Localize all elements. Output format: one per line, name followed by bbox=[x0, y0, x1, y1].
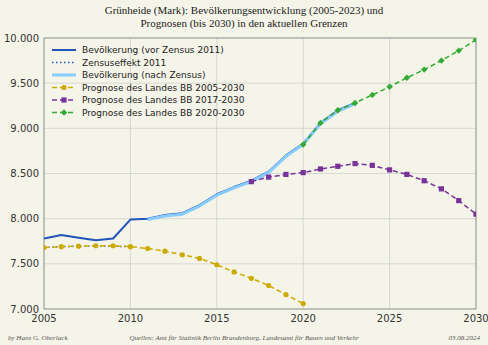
series-marker bbox=[283, 292, 288, 297]
legend-marker bbox=[61, 109, 67, 115]
series-marker bbox=[473, 212, 476, 217]
x-tick-label: 2010 bbox=[118, 313, 143, 324]
series-marker bbox=[404, 172, 409, 177]
y-tick-label: 8.000 bbox=[10, 213, 39, 224]
series-marker bbox=[473, 38, 476, 43]
series-marker bbox=[128, 244, 133, 249]
legend-swatch bbox=[52, 62, 76, 64]
series-marker bbox=[369, 92, 375, 98]
y-tick-label: 8.500 bbox=[10, 168, 39, 179]
y-grid-line bbox=[44, 263, 476, 264]
title: Grünheide (Mark): Bevölkerungsentwicklun… bbox=[105, 4, 384, 30]
series-marker bbox=[422, 178, 427, 183]
legend-label: Prognose des Landes BB 2005-2030 bbox=[82, 83, 245, 93]
x-tick-label: 2015 bbox=[204, 313, 229, 324]
series-marker bbox=[317, 120, 323, 126]
background bbox=[0, 0, 488, 345]
series-marker bbox=[197, 256, 202, 261]
x-grid-line bbox=[389, 38, 390, 309]
y-tick-label: 9.500 bbox=[10, 78, 39, 89]
series-marker bbox=[352, 100, 358, 106]
title-line: Prognosen (bis 2030) in den aktuellen Gr… bbox=[140, 17, 348, 30]
series-marker bbox=[387, 167, 392, 172]
footer-note: Quellen: Amt für Statistik Berlin Brande… bbox=[129, 334, 359, 342]
series-marker bbox=[162, 249, 167, 254]
legend-label: Zensuseffekt 2011 bbox=[82, 58, 166, 68]
y-grid-line bbox=[44, 128, 476, 129]
series-marker bbox=[266, 283, 271, 288]
x-tick-label: 2005 bbox=[31, 313, 56, 324]
x-tick-label: 2030 bbox=[463, 313, 488, 324]
series-marker bbox=[386, 84, 392, 90]
series-line bbox=[148, 104, 355, 220]
series-marker bbox=[439, 186, 444, 191]
title-line: Grünheide (Mark): Bevölkerungsentwicklun… bbox=[105, 4, 384, 17]
series-marker bbox=[438, 57, 444, 63]
legend-label: Bevölkerung (nach Zensus) bbox=[82, 70, 205, 80]
x-grid-line bbox=[216, 38, 217, 309]
series-marker bbox=[180, 252, 185, 257]
series-marker bbox=[59, 244, 64, 249]
legend-swatch bbox=[52, 49, 76, 51]
series-marker bbox=[352, 161, 357, 166]
x-tick-label: 2025 bbox=[377, 313, 402, 324]
data-area bbox=[44, 38, 476, 306]
legend-label: Prognose des Landes BB 2020-2030 bbox=[82, 108, 245, 118]
legend-label: Bevölkerung (vor Zensus 2011) bbox=[82, 45, 224, 55]
series-marker bbox=[145, 246, 150, 251]
legend-marker bbox=[61, 85, 66, 90]
series-marker bbox=[370, 163, 375, 168]
series-marker bbox=[335, 107, 341, 113]
series-marker bbox=[456, 198, 461, 203]
series-marker bbox=[266, 175, 271, 180]
series-marker bbox=[231, 269, 236, 274]
chart: Grünheide (Mark): Bevölkerungsentwicklun… bbox=[0, 0, 488, 345]
legend-marker bbox=[61, 97, 66, 102]
series-marker bbox=[421, 66, 427, 72]
y-grid-line bbox=[44, 218, 476, 219]
series-marker bbox=[76, 244, 81, 249]
series-marker bbox=[249, 179, 254, 184]
series-marker bbox=[214, 262, 219, 267]
y-tick-label: 9.000 bbox=[10, 123, 39, 134]
series-marker bbox=[249, 276, 254, 281]
series-marker bbox=[93, 243, 98, 248]
series-marker bbox=[283, 172, 288, 177]
series-marker bbox=[300, 141, 306, 147]
plot-frame bbox=[44, 38, 476, 309]
series-marker bbox=[111, 243, 116, 248]
series-marker bbox=[318, 166, 323, 171]
x-tick-label: 2020 bbox=[290, 313, 315, 324]
series-marker bbox=[404, 75, 410, 81]
series-line bbox=[44, 246, 303, 304]
series-marker bbox=[335, 164, 340, 169]
y-tick-label: 7.500 bbox=[10, 258, 39, 269]
legend-label: Prognose des Landes BB 2017-2030 bbox=[82, 95, 245, 105]
series-marker bbox=[44, 245, 47, 250]
footer-note: by Hans G. Oberlack bbox=[8, 334, 68, 342]
grid bbox=[44, 38, 476, 309]
series-marker bbox=[456, 47, 462, 53]
legend: Bevölkerung (vor Zensus 2011) Zensuseffek… bbox=[52, 45, 245, 118]
y-grid-line bbox=[44, 173, 476, 174]
series-marker bbox=[301, 301, 306, 306]
legend-swatch bbox=[52, 74, 76, 77]
series-line bbox=[303, 40, 476, 145]
series-line bbox=[251, 164, 476, 215]
y-tick-label: 10.000 bbox=[4, 33, 39, 44]
footer-note: 03.08.2024 bbox=[449, 334, 481, 342]
series-marker bbox=[301, 170, 306, 175]
